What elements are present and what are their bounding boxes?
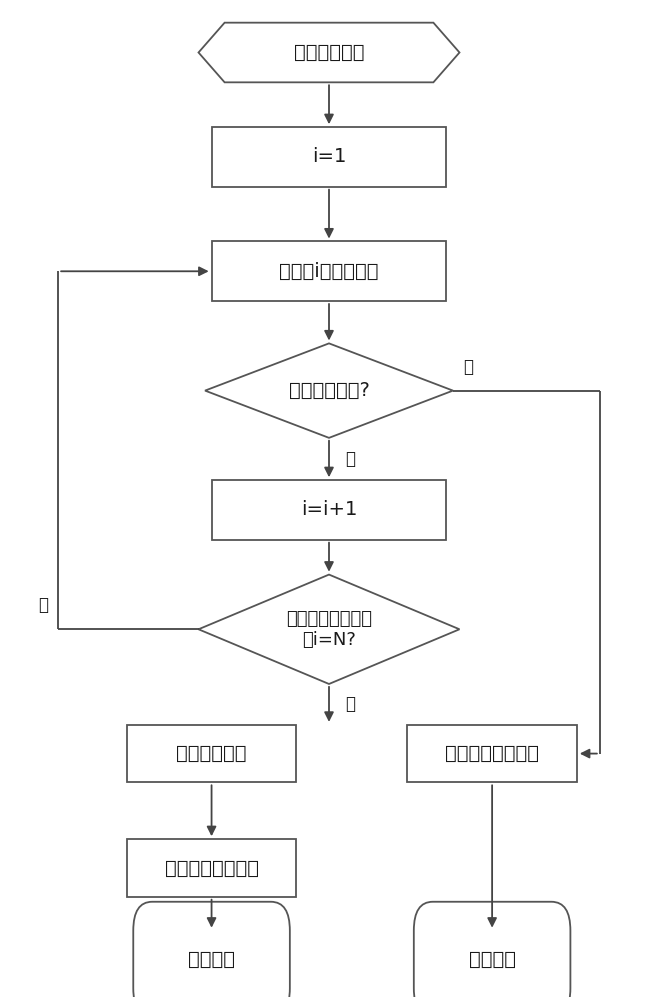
Text: 合闸操作开始: 合闸操作开始 (293, 43, 365, 62)
Text: 否: 否 (345, 450, 355, 468)
FancyBboxPatch shape (127, 725, 296, 782)
FancyBboxPatch shape (212, 241, 446, 301)
Polygon shape (205, 343, 453, 438)
Polygon shape (199, 23, 459, 82)
Text: 分断所有分断阀组: 分断所有分断阀组 (445, 744, 539, 763)
Text: i=1: i=1 (312, 147, 346, 166)
Text: 合闸成功: 合闸成功 (188, 950, 235, 969)
Text: 分断所有分断阀组: 分断所有分断阀组 (164, 858, 259, 877)
Text: 分断阀组全部闭合
即i=N?: 分断阀组全部闭合 即i=N? (286, 610, 372, 649)
FancyBboxPatch shape (134, 902, 290, 1000)
Text: 线路发生故障?: 线路发生故障? (289, 381, 369, 400)
Text: 否: 否 (38, 596, 49, 614)
Text: 是: 是 (463, 358, 472, 376)
Text: 是: 是 (345, 695, 355, 713)
Polygon shape (199, 575, 459, 684)
Text: 合闸失败: 合闸失败 (468, 950, 516, 969)
Text: 闭合通态支路: 闭合通态支路 (176, 744, 247, 763)
Text: 闭合第i组分断阀组: 闭合第i组分断阀组 (279, 262, 379, 281)
FancyBboxPatch shape (414, 902, 570, 1000)
FancyBboxPatch shape (212, 480, 446, 540)
FancyBboxPatch shape (407, 725, 577, 782)
Text: i=i+1: i=i+1 (301, 500, 357, 519)
FancyBboxPatch shape (212, 127, 446, 187)
FancyBboxPatch shape (127, 839, 296, 897)
